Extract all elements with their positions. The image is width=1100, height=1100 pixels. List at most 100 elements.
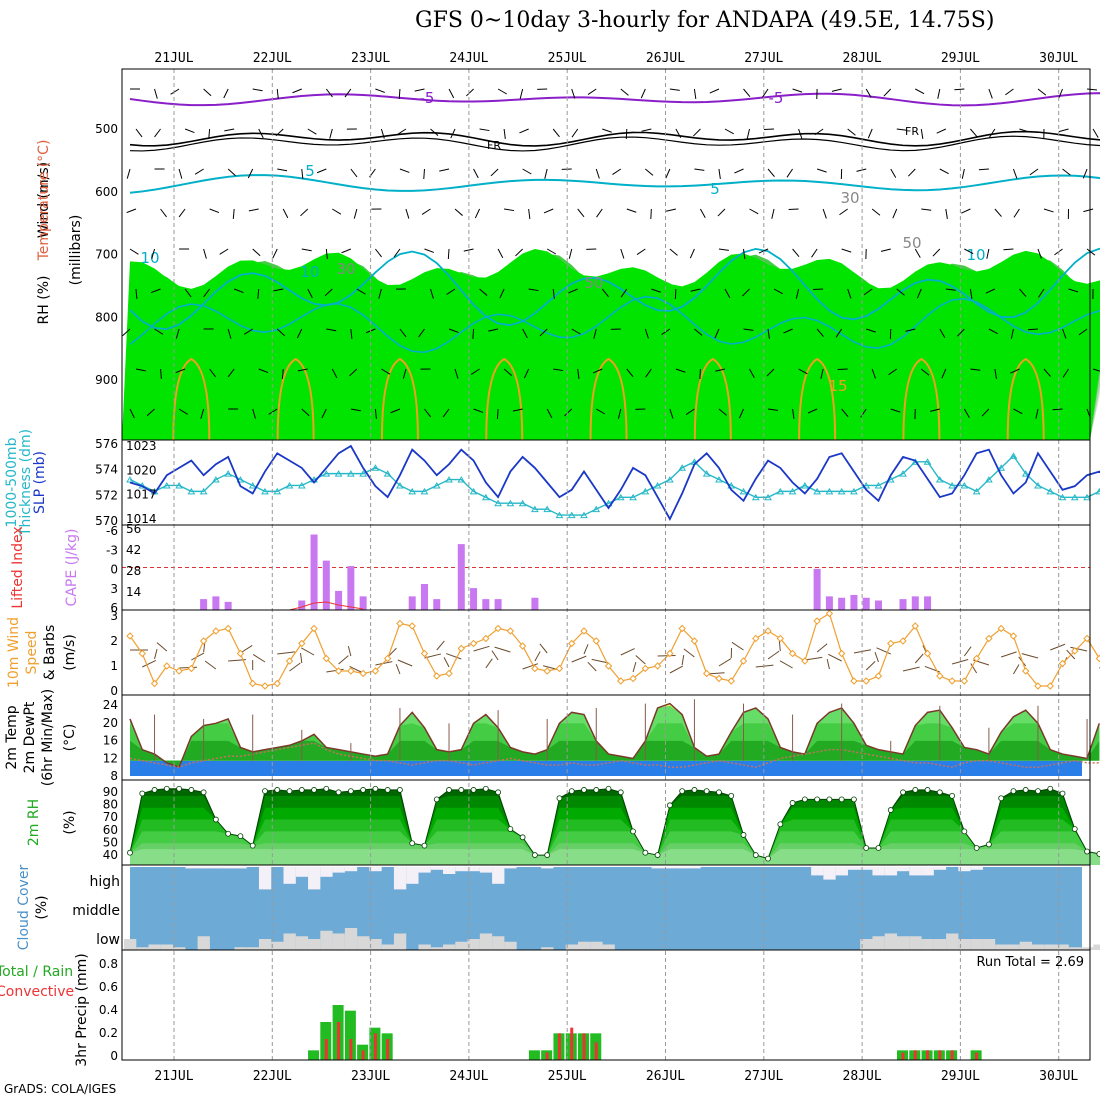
wind-barb bbox=[154, 328, 164, 335]
wind-speed-line bbox=[129, 612, 1100, 687]
thickness-marker bbox=[175, 481, 183, 489]
rh-marker bbox=[851, 796, 857, 803]
wind-barb bbox=[820, 368, 824, 379]
wind-speed-marker bbox=[911, 622, 919, 630]
wind-speed-marker bbox=[666, 649, 674, 658]
wind-barb bbox=[916, 288, 922, 299]
wind-barb bbox=[499, 288, 505, 299]
wind-barb bbox=[871, 368, 876, 379]
wind-speed-marker bbox=[739, 657, 748, 665]
rh-marker bbox=[237, 833, 244, 840]
wind-barb bbox=[292, 88, 302, 94]
date-label-top: 30JUL bbox=[1039, 51, 1078, 66]
wind-barb bbox=[224, 128, 235, 132]
y-tick-label: 1020 bbox=[126, 463, 157, 477]
wind-barb bbox=[515, 248, 523, 257]
isotherm-15-dome bbox=[380, 357, 419, 441]
y-tick-label: 28 bbox=[126, 564, 141, 578]
cape-bar bbox=[850, 595, 858, 610]
wind-barb bbox=[936, 128, 947, 134]
high-cloud-bar bbox=[258, 867, 272, 890]
wind-barb bbox=[866, 328, 876, 333]
surface-wind-barb bbox=[951, 658, 969, 665]
y-tick-label: 80 bbox=[103, 798, 118, 812]
y-tick-label: 0 bbox=[110, 1049, 118, 1063]
wind-barb bbox=[718, 408, 727, 416]
wind-barb bbox=[587, 88, 597, 96]
cape-bar bbox=[924, 596, 932, 610]
cape-bar bbox=[874, 600, 882, 610]
thickness-marker bbox=[322, 470, 331, 477]
y-tick-label: 0.4 bbox=[99, 1003, 118, 1017]
thickness-marker bbox=[359, 470, 368, 477]
wind-barb bbox=[209, 368, 217, 378]
wind-barb bbox=[414, 88, 425, 92]
wind-speed-marker bbox=[604, 662, 613, 670]
rh-marker bbox=[1071, 826, 1078, 832]
contour-label: 5 bbox=[305, 162, 315, 180]
wind-barb bbox=[1086, 248, 1096, 256]
wind-barb bbox=[792, 88, 803, 93]
high-cloud-bar bbox=[455, 867, 468, 872]
wind-barb bbox=[692, 128, 701, 137]
thickness-marker bbox=[432, 481, 441, 489]
rh-marker bbox=[740, 832, 747, 838]
wind-barb bbox=[252, 248, 261, 257]
date-label-bottom: 25JUL bbox=[548, 1069, 587, 1084]
wind-barb bbox=[446, 288, 456, 295]
surface-wind-barb bbox=[718, 658, 732, 667]
rh-marker bbox=[335, 789, 342, 796]
wind-barb bbox=[381, 368, 391, 375]
surface-wind-barb bbox=[591, 658, 609, 664]
wind-speed-marker bbox=[727, 677, 735, 685]
surface-wind-barb bbox=[876, 647, 891, 655]
cloud-level-label: high bbox=[89, 874, 120, 890]
y-tick-label: 2 bbox=[110, 634, 118, 648]
contour-label: 50 bbox=[902, 234, 921, 252]
wind-speed-marker bbox=[813, 617, 821, 625]
wind-barb bbox=[350, 408, 361, 412]
wind-barb bbox=[839, 208, 848, 216]
low-cloud-bar bbox=[1081, 947, 1094, 950]
wind-speed-marker bbox=[334, 667, 343, 675]
surface-wind-barb bbox=[826, 658, 830, 670]
surface-wind-barb bbox=[191, 652, 205, 661]
date-label-top: 24JUL bbox=[449, 51, 488, 66]
convective-bar bbox=[557, 1033, 561, 1060]
low-cloud-bar bbox=[492, 936, 505, 950]
convective-bar bbox=[361, 1050, 365, 1060]
rh-marker bbox=[347, 788, 354, 795]
thickness-line bbox=[129, 454, 1100, 516]
wind-barb bbox=[375, 248, 382, 258]
low-cloud-bar bbox=[148, 944, 161, 950]
wind-barb bbox=[867, 128, 873, 139]
rh-marker bbox=[127, 849, 133, 856]
thickness-marker bbox=[813, 487, 822, 495]
surface-wind-barb bbox=[731, 641, 744, 651]
convective-bar bbox=[926, 1050, 930, 1060]
wind-barb bbox=[301, 248, 312, 252]
rh-marker bbox=[212, 816, 219, 823]
wind-speed-marker bbox=[764, 627, 772, 635]
rh-marker bbox=[433, 796, 440, 803]
thickness-marker bbox=[371, 464, 380, 471]
wind-barb bbox=[674, 288, 677, 300]
thickness-marker bbox=[469, 487, 478, 495]
wind-barb bbox=[743, 328, 754, 331]
wind-speed-marker bbox=[1095, 654, 1100, 663]
y-tick-label: 0.8 bbox=[99, 957, 118, 971]
y-tick-label: 14 bbox=[126, 585, 141, 599]
wind-barb bbox=[813, 288, 824, 291]
surface-wind-barb bbox=[902, 666, 920, 672]
wind-speed-marker bbox=[1058, 659, 1067, 668]
wind-barb bbox=[921, 208, 932, 211]
wind-barb bbox=[184, 128, 195, 134]
side-label: 3hr Precip (mm) bbox=[74, 953, 90, 1066]
wind-barb bbox=[424, 248, 435, 253]
high-cloud-bar bbox=[443, 867, 456, 874]
wind-speed-marker bbox=[261, 682, 269, 690]
wind-barb bbox=[905, 328, 916, 332]
rh-marker bbox=[1035, 788, 1041, 795]
wind-barb bbox=[488, 328, 499, 332]
low-cloud-bar bbox=[1007, 944, 1020, 950]
